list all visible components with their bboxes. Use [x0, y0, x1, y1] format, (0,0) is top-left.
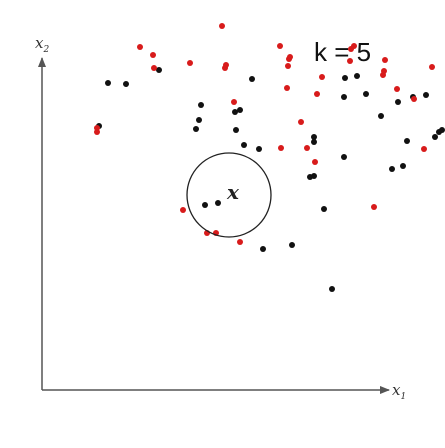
red-point-20: [298, 119, 304, 125]
black-point-26: [354, 73, 360, 79]
red-point-13: [237, 239, 243, 245]
black-point-1: [105, 80, 111, 86]
red-point-6: [187, 60, 193, 66]
red-point-33: [411, 96, 417, 102]
red-point-34: [421, 146, 427, 152]
black-point-30: [395, 99, 401, 105]
black-point-4: [193, 126, 199, 132]
red-point-19: [287, 54, 293, 60]
red-point-31: [382, 57, 388, 63]
red-point-2: [137, 44, 143, 50]
black-point-24: [341, 94, 347, 100]
black-point-37: [439, 127, 445, 133]
red-point-1: [94, 125, 100, 131]
black-point-5: [196, 117, 202, 123]
black-point-27: [363, 91, 369, 97]
black-point-23: [341, 154, 347, 160]
red-point-21: [304, 145, 310, 151]
red-point-30: [381, 68, 387, 74]
black-point-22: [329, 286, 335, 292]
red-point-16: [284, 85, 290, 91]
red-point-28: [371, 204, 377, 210]
red-point-14: [278, 145, 284, 151]
red-point-32: [394, 86, 400, 92]
red-point-25: [347, 58, 353, 64]
black-point-25: [342, 75, 348, 81]
black-point-9: [232, 109, 238, 115]
red-point-35: [429, 64, 435, 70]
query-point-label: x: [226, 180, 240, 204]
black-point-20: [311, 134, 317, 140]
red-point-23: [314, 91, 320, 97]
black-point-15: [260, 246, 266, 252]
red-point-9: [219, 23, 225, 29]
black-point-16: [289, 242, 295, 248]
black-point-11: [237, 107, 243, 113]
red-point-5: [180, 207, 186, 213]
black-point-18: [311, 173, 317, 179]
black-point-35: [432, 134, 438, 140]
red-point-27: [351, 43, 357, 49]
black-point-13: [249, 76, 255, 82]
red-point-12: [231, 99, 237, 105]
red-point-3: [150, 52, 156, 58]
black-point-34: [423, 92, 429, 98]
black-point-6: [198, 102, 204, 108]
black-point-3: [156, 67, 162, 73]
red-point-4: [151, 65, 157, 71]
black-point-21: [321, 206, 327, 212]
black-point-29: [389, 166, 395, 172]
k-label: k = 5: [314, 37, 371, 67]
black-point-7: [202, 202, 208, 208]
black-point-8: [215, 200, 221, 206]
black-point-28: [378, 113, 384, 119]
red-point-15: [277, 43, 283, 49]
y-axis-label: x2: [35, 34, 49, 55]
red-point-24: [319, 74, 325, 80]
red-point-22: [312, 159, 318, 165]
data-points: [94, 23, 445, 292]
black-point-12: [241, 142, 247, 148]
neighborhood-circle: [186, 152, 272, 238]
x-axis-label: x1: [392, 381, 406, 402]
black-point-32: [404, 138, 410, 144]
black-point-10: [233, 127, 239, 133]
red-point-11: [223, 62, 229, 68]
black-point-19: [311, 139, 317, 145]
black-point-31: [400, 163, 406, 169]
red-point-17: [285, 63, 291, 69]
black-point-14: [256, 146, 262, 152]
black-point-2: [123, 81, 129, 87]
